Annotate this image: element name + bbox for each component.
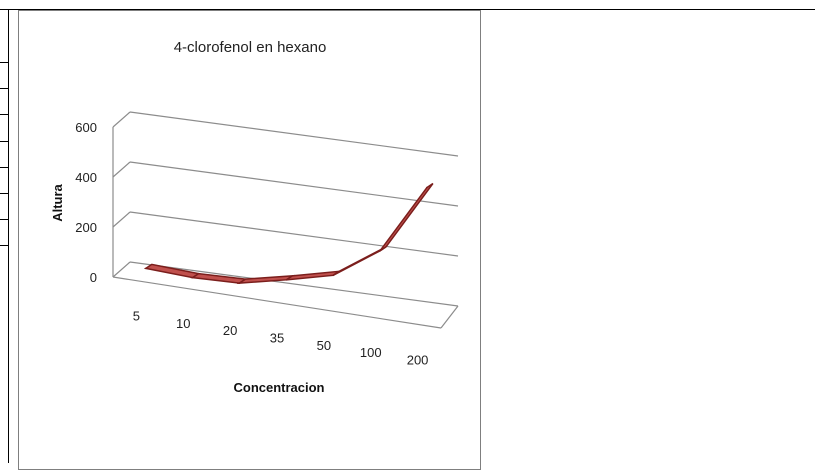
y-tick-label: 200 — [75, 220, 97, 235]
table-row-divider — [0, 62, 9, 63]
table-row-divider — [0, 193, 9, 194]
data-point — [285, 279, 288, 281]
table-row-divider — [0, 114, 9, 115]
page-top-border — [0, 9, 815, 10]
x-tick-label: 5 — [133, 309, 140, 324]
floor-right-edge — [440, 305, 459, 329]
page-left-border — [8, 9, 9, 463]
grid-layer — [112, 111, 459, 307]
table-row-divider — [0, 141, 9, 142]
table-row-divider — [0, 219, 9, 220]
data-point — [332, 274, 335, 277]
y-tick-label: 0 — [90, 270, 97, 285]
gridline — [129, 111, 459, 157]
x-tick-label: 10 — [176, 316, 190, 331]
x-tick-label: 100 — [360, 345, 382, 360]
chart-title: 4-clorofenol en hexano — [174, 39, 327, 56]
chart-frame — [18, 10, 481, 470]
x-tick-label: 35 — [270, 331, 284, 346]
series-ribbon-segment — [332, 246, 387, 276]
data-point — [379, 249, 381, 252]
side-wall-line — [112, 211, 131, 228]
x-tick-label: 50 — [317, 338, 331, 353]
x-tick-label: 200 — [407, 352, 429, 367]
data-point — [426, 186, 428, 189]
data-point — [191, 276, 194, 279]
series-ribbon-segment — [143, 263, 201, 279]
gridline — [129, 161, 459, 207]
table-row-divider — [0, 88, 9, 89]
series-ribbon-segment — [236, 274, 296, 285]
y-axis-label: Altura — [50, 183, 65, 221]
x-axis-label: Concentracion — [233, 380, 324, 395]
gridline — [129, 211, 459, 257]
series-ribbon-segment — [379, 182, 434, 252]
data-point — [144, 267, 147, 270]
side-wall-line — [112, 161, 131, 178]
table-row-divider — [0, 245, 9, 246]
axis-layer — [112, 127, 459, 329]
series-ribbon-segment — [190, 272, 248, 284]
side-wall-line — [112, 261, 131, 278]
series-ribbon-segment — [285, 270, 340, 281]
label-layer: 4-clorofenol en hexano Concentracion Alt… — [50, 39, 428, 395]
y-tick-label: 400 — [75, 170, 97, 185]
data-point — [238, 282, 241, 284]
floor-front-edge — [112, 276, 442, 329]
series-layer — [143, 182, 434, 285]
table-row-divider — [0, 167, 9, 168]
side-wall-line — [112, 111, 131, 128]
gridline — [129, 261, 459, 307]
x-tick-label: 20 — [223, 323, 237, 338]
y-tick-label: 600 — [75, 120, 97, 135]
